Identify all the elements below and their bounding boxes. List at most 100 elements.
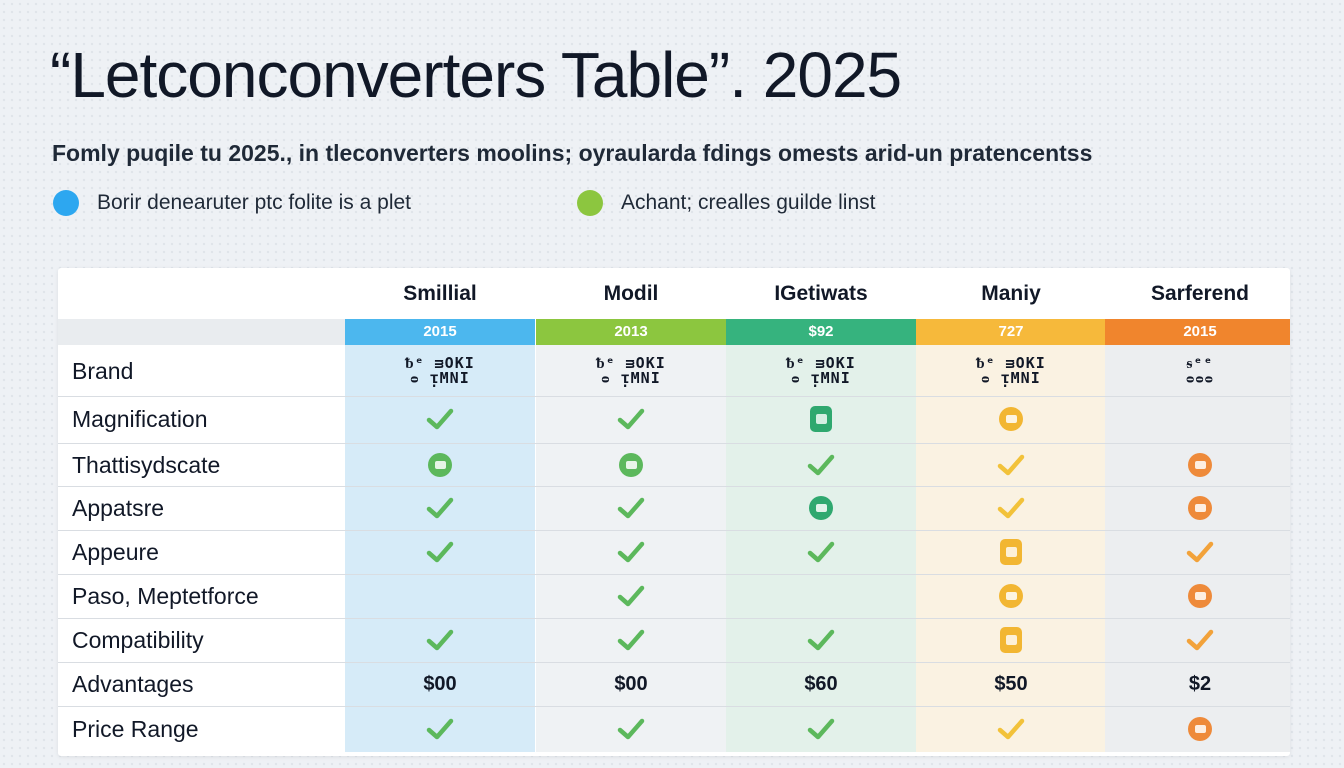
checkmark-stroke (997, 454, 1025, 475)
checkmark-icon (617, 585, 645, 607)
comparison-table: Smillial 2015 Modil 2013 IGetiwats $92 Maniy 72… (58, 268, 1290, 756)
feature-circle-icon (1188, 717, 1212, 741)
table-cell (726, 706, 916, 752)
brand-logo-line: ᴑ ᴉMNI (601, 369, 661, 387)
feature-square-icon (1000, 539, 1022, 565)
table-cell (1105, 486, 1290, 530)
row-label: Paso, Meptetforce (72, 583, 259, 609)
column-background (1105, 345, 1290, 752)
price-value: $00 (423, 672, 457, 695)
legend-item-green: Achant; crealles guilde linst (577, 190, 875, 216)
row-divider (58, 396, 1290, 397)
feature-circle-icon (809, 496, 833, 520)
table-cell (536, 706, 726, 752)
checkmark-stroke (617, 408, 645, 430)
brand-logo-line: ᴑ ᴉMNI (981, 369, 1041, 387)
price-value: $00 (614, 672, 648, 695)
table-cell: ᵬᵉ ᴟOKI ᴑ ᴉMNI (726, 346, 916, 396)
row-divider (58, 618, 1290, 619)
table-cell (916, 574, 1106, 618)
checkmark-icon (997, 497, 1025, 519)
table-cell (1105, 706, 1290, 752)
brand-logo-line: ᵬᵉ ᴟOKI (405, 354, 475, 372)
checkmark-stroke (997, 718, 1025, 740)
checkmark-stroke (617, 585, 645, 607)
checkmark-icon (617, 408, 645, 430)
checkmark-icon (617, 718, 645, 740)
table-cell: $00 (536, 662, 726, 706)
row-label: Price Range (72, 716, 199, 742)
table-cell: ᵬᵉ ᴟOKI ᴑ ᴉMNI (916, 346, 1106, 396)
brand-logo: ᵬᵉ ᴟOKI ᴑ ᴉMNI (786, 356, 856, 386)
table-cell (1105, 396, 1290, 442)
brand-logo-line: ᴑᴑᴑ (1185, 369, 1215, 387)
table-cell (916, 706, 1106, 752)
table-cell (536, 443, 726, 486)
checkmark-icon (1186, 541, 1214, 563)
checkmark-icon (426, 408, 454, 430)
column-year-band: 727 (916, 319, 1106, 345)
table-cell (726, 530, 916, 574)
feature-circle-icon (619, 452, 643, 477)
table-cell (536, 530, 726, 574)
checkmark-stroke (807, 541, 835, 563)
checkmark-stroke (617, 629, 645, 651)
checkmark-stroke (807, 629, 835, 651)
table-cell (536, 574, 726, 618)
table-cell (916, 530, 1106, 574)
row-divider (58, 706, 1290, 707)
checkmark-icon (426, 629, 454, 651)
table-cell: $50 (916, 662, 1106, 706)
table-cell (345, 530, 535, 574)
table-cell: ᵬᵉ ᴟOKI ᴑ ᴉMNI (536, 346, 726, 396)
row-label: Compatibility (72, 627, 204, 653)
feature-circle-glyph (1005, 415, 1017, 423)
table-cell (726, 443, 916, 486)
feature-circle-icon (999, 407, 1023, 431)
column-header: Modil (603, 282, 659, 305)
table-cell (1105, 574, 1290, 618)
price-value: $50 (994, 672, 1028, 695)
checkmark-icon (426, 718, 454, 740)
row-label: Appatsre (72, 495, 165, 521)
checkmark-icon (426, 541, 454, 563)
row-label: Advantages (72, 671, 194, 697)
checkmark-icon (807, 629, 835, 651)
brand-logo-line: ᴑ ᴉMNI (410, 369, 470, 387)
table-cell (345, 396, 535, 442)
checkmark-stroke (617, 541, 645, 563)
row-label: Thattisydscate (72, 451, 221, 478)
checkmark-icon (1186, 629, 1214, 651)
table-cell (726, 574, 916, 618)
feature-circle-icon (1188, 584, 1212, 608)
checkmark-stroke (617, 718, 645, 740)
row-label: Magnification (72, 406, 208, 432)
feature-square-glyph (1005, 635, 1017, 645)
checkmark-icon (807, 718, 835, 740)
table-cell (916, 486, 1106, 530)
checkmark-icon (617, 629, 645, 651)
brand-logo: ᵴᵉᵉ ᴑᴑᴑ (1186, 356, 1214, 386)
feature-circle-glyph (434, 460, 446, 469)
feature-square-icon (810, 406, 832, 432)
feature-square-glyph (815, 414, 827, 424)
page-subtitle: Fomly puqile tu 2025., in tleconverters … (52, 140, 1093, 166)
feature-circle-icon (1188, 496, 1212, 520)
table-cell: $2 (1105, 662, 1290, 706)
table-cell (916, 618, 1106, 662)
checkmark-stroke (426, 629, 454, 651)
table-cell (1105, 530, 1290, 574)
feature-circle-glyph (1194, 592, 1206, 600)
feature-square-icon (1000, 627, 1022, 653)
feature-circle-glyph (625, 460, 637, 469)
table-cell (1105, 618, 1290, 662)
brand-logo-line: ᵬᵉ ᴟOKI (596, 354, 666, 372)
checkmark-icon (997, 718, 1025, 740)
legend-label-green: Achant; crealles guilde linst (621, 191, 876, 214)
table-cell (345, 486, 535, 530)
brand-logo-line: ᵬᵉ ᴟOKI (976, 354, 1046, 372)
brand-logo-line: ᵬᵉ ᴟOKI (786, 354, 856, 372)
legend-item-blue: Borir denearuter ptc folite is a plet (53, 190, 411, 216)
checkmark-stroke (426, 408, 454, 430)
header-band-spacer (58, 319, 345, 345)
